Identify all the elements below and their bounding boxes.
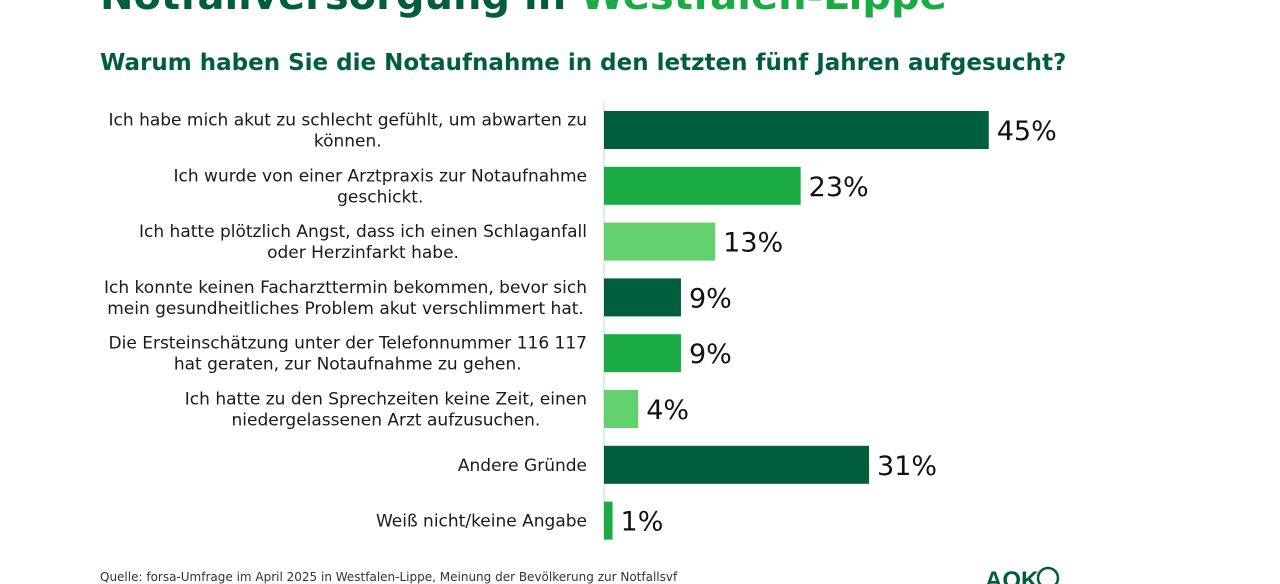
value-labels: 45%23%13%9%9%4%31%1% bbox=[621, 116, 1057, 538]
bar-6 bbox=[604, 390, 639, 428]
value-label-4: 9% bbox=[689, 283, 732, 314]
value-label-2: 23% bbox=[809, 172, 869, 203]
category-label-8-line-1: Weiß nicht/keine Angabe bbox=[376, 512, 587, 532]
bar-7 bbox=[604, 445, 870, 484]
bar-1 bbox=[604, 111, 989, 149]
category-label-2-line-1: Ich wurde von einer Arztpraxis zur Notau… bbox=[174, 166, 588, 186]
category-label-4-line-1: Ich konnte keinen Facharzttermin bekomme… bbox=[104, 278, 587, 298]
bar-2 bbox=[604, 166, 801, 205]
aok-logo: AOK bbox=[985, 566, 1060, 584]
category-label-5-line-2: hat geraten, zur Notaufnahme zu gehen. bbox=[174, 355, 522, 375]
bars bbox=[604, 111, 989, 540]
page-title: Notfallversorgung in Westfalen-Lippe bbox=[100, 0, 947, 22]
category-label-6-line-1: Ich hatte zu den Sprechzeiten keine Zeit… bbox=[185, 390, 587, 410]
source-note: Quelle: forsa-Umfrage im April 2025 in W… bbox=[100, 570, 678, 584]
category-label-4-line-2: mein gesundheitliches Problem akut versc… bbox=[107, 299, 584, 319]
value-label-8: 1% bbox=[621, 507, 664, 538]
category-label-5-line-1: Die Ersteinschätzung unter der Telefonnu… bbox=[109, 334, 587, 354]
title-part-1: Notfallversorgung in bbox=[100, 0, 566, 19]
bar-4 bbox=[604, 278, 681, 317]
bar-3 bbox=[604, 222, 716, 261]
category-label-7-line-1: Andere Gründe bbox=[458, 456, 587, 476]
value-label-5: 9% bbox=[689, 339, 732, 370]
category-label-2-line-2: geschickt. bbox=[337, 187, 423, 207]
category-label-1-line-2: können. bbox=[314, 132, 382, 152]
bar-5 bbox=[604, 334, 681, 373]
aok-tree-icon bbox=[1036, 566, 1060, 584]
category-label-6-line-2: niedergelassenen Arzt aufzusuchen. bbox=[232, 411, 541, 431]
value-label-6: 4% bbox=[646, 395, 689, 426]
value-label-3: 13% bbox=[723, 228, 783, 259]
title-part-2: Westfalen-Lippe bbox=[580, 0, 947, 19]
chart-subtitle: Warum haben Sie die Notaufnahme in den l… bbox=[100, 50, 1067, 76]
value-label-1: 45% bbox=[997, 116, 1057, 147]
category-label-3-line-1: Ich hatte plötzlich Angst, dass ich eine… bbox=[139, 222, 587, 242]
value-label-7: 31% bbox=[877, 451, 937, 482]
category-label-3-line-2: oder Herzinfarkt habe. bbox=[267, 243, 459, 263]
bar-8 bbox=[604, 501, 613, 540]
category-labels: Ich habe mich akut zu schlecht gefühlt, … bbox=[104, 111, 587, 532]
category-label-1-line-1: Ich habe mich akut zu schlecht gefühlt, … bbox=[109, 111, 587, 131]
